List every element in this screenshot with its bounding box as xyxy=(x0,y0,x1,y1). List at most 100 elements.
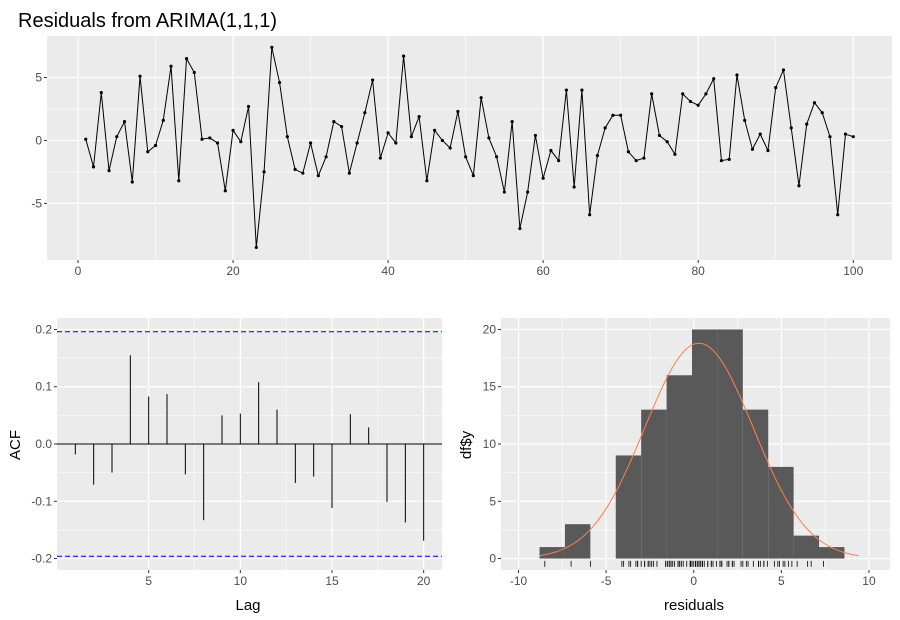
residual-point xyxy=(634,158,638,163)
histogram-bar xyxy=(615,455,642,559)
ts-x-tick-label: 20 xyxy=(226,264,240,278)
residual-point xyxy=(619,113,623,117)
histogram-bar xyxy=(666,375,692,559)
residual-point xyxy=(805,122,809,126)
residual-point xyxy=(200,137,204,141)
histogram-bar xyxy=(793,535,820,559)
residual-point xyxy=(115,135,119,139)
residual-point xyxy=(394,141,398,145)
residual-point xyxy=(363,111,367,115)
residual-point xyxy=(557,158,561,163)
residual-point xyxy=(564,88,569,92)
acf-x-tick-label: 15 xyxy=(325,574,339,588)
residual-point xyxy=(681,92,685,96)
residual-point xyxy=(487,136,491,140)
ts-x-tick-label: 100 xyxy=(843,264,863,278)
acf-y-tick-label: 0.1 xyxy=(35,380,52,394)
residual-point xyxy=(843,132,848,136)
residual-point xyxy=(270,45,274,49)
residual-point xyxy=(836,213,840,217)
residual-point xyxy=(409,135,413,139)
hist-y-tick-label: 20 xyxy=(483,322,497,336)
residual-point xyxy=(750,147,755,151)
ts-x-tick-label: 80 xyxy=(692,264,706,278)
residual-point xyxy=(285,135,289,139)
ts-x-tick-label: 40 xyxy=(381,264,395,278)
residual-point xyxy=(208,136,212,140)
acf-y-tick-label: -0.2 xyxy=(31,552,52,566)
acf-x-tick-label: 5 xyxy=(145,574,152,588)
residual-point xyxy=(417,114,421,119)
residual-point xyxy=(719,158,724,163)
residual-point xyxy=(370,78,375,82)
hist-y-tick-label: 10 xyxy=(483,437,497,451)
residual-point xyxy=(192,70,196,75)
acf-x-tick-label: 10 xyxy=(234,574,248,588)
residual-point xyxy=(743,118,747,122)
hist-x-tick-label: -10 xyxy=(510,574,528,588)
residual-point xyxy=(735,73,739,77)
residual-point xyxy=(495,155,499,159)
residual-point xyxy=(851,135,855,139)
ts-x-tick-label: 0 xyxy=(75,264,82,278)
residual-point xyxy=(425,179,429,183)
acf-y-axis-label: ACF xyxy=(7,430,24,460)
ts-y-tick-label: 5 xyxy=(35,71,42,85)
residual-point xyxy=(339,125,344,129)
residual-point xyxy=(774,85,778,90)
residual-point xyxy=(464,155,468,159)
residual-point xyxy=(332,119,336,124)
hist-x-axis-label: residuals xyxy=(664,597,724,614)
residual-point xyxy=(99,91,103,95)
residual-point xyxy=(456,109,460,114)
hist-x-tick-label: -5 xyxy=(601,574,612,588)
acf-panel: 5 10 15 20 -0.2 -0.1 0.0 0.1 0.2 xyxy=(31,318,442,588)
residual-point xyxy=(324,155,328,159)
residual-point xyxy=(657,133,662,138)
residual-point xyxy=(673,152,677,156)
hist-x-tick-label: 10 xyxy=(862,574,876,588)
residual-point xyxy=(642,156,646,160)
residual-point xyxy=(603,126,607,130)
hist-y-tick-label: 0 xyxy=(489,552,496,566)
residual-point xyxy=(712,77,716,81)
residual-point xyxy=(797,184,801,188)
hist-y-tick-label: 5 xyxy=(489,494,496,508)
residual-point xyxy=(518,226,522,231)
residual-point xyxy=(293,167,297,171)
ts-y-tick-label: 0 xyxy=(35,133,42,147)
residual-point xyxy=(239,140,243,144)
residual-point xyxy=(223,189,227,193)
residual-point xyxy=(177,179,181,183)
residuals-time-series-panel: 0 20 40 60 80 100 -5 0 5 xyxy=(31,36,892,278)
residual-point xyxy=(246,104,251,109)
residual-point xyxy=(611,113,615,117)
residual-point xyxy=(433,128,437,132)
residual-point xyxy=(184,57,189,61)
residuals-histogram-panel: -10 -5 0 5 10 0 5 10 15 20 xyxy=(483,318,890,588)
residual-point xyxy=(626,150,631,154)
residual-point xyxy=(580,88,584,92)
normal-density-curve xyxy=(539,342,859,557)
residual-point xyxy=(688,99,693,104)
residual-point xyxy=(231,128,235,132)
residual-point xyxy=(471,174,475,178)
residual-point xyxy=(254,245,258,250)
residual-point xyxy=(828,135,832,139)
residual-point xyxy=(138,74,142,78)
residual-point xyxy=(758,132,762,136)
residual-point xyxy=(91,165,96,169)
residual-point xyxy=(308,141,313,145)
acf-x-tick-label: 20 xyxy=(417,574,431,588)
residual-point xyxy=(347,171,351,175)
residual-point xyxy=(215,141,220,145)
residual-point xyxy=(502,190,506,194)
residual-point xyxy=(84,137,88,141)
residual-point xyxy=(130,180,134,184)
ts-plot-background xyxy=(47,36,892,260)
ts-x-tick-label: 60 xyxy=(536,264,550,278)
residual-point xyxy=(665,140,669,144)
residual-point xyxy=(650,92,654,96)
hist-y-axis-label: df$y xyxy=(458,430,475,459)
